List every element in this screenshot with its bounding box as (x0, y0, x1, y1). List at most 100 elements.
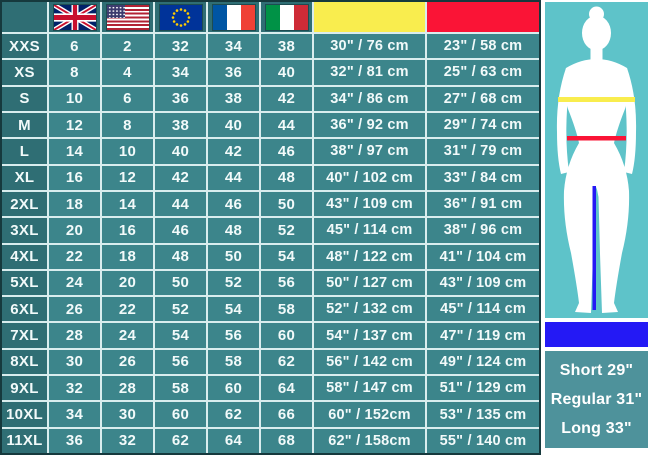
eu-size-cell: 52 (155, 297, 206, 322)
uk-size-cell: 16 (49, 165, 100, 190)
us-size-cell: 22 (102, 297, 153, 322)
us-size-cell: 4 (102, 60, 153, 85)
us-size-cell: 18 (102, 244, 153, 269)
chest-measurement-cell: 32" / 81 cm (314, 60, 425, 85)
chest-measurement-cell: 36" / 92 cm (314, 112, 425, 138)
column-header-us (102, 2, 153, 32)
size-label-cell: 6XL (2, 297, 47, 322)
chest-measurement-cell: 43" / 109 cm (314, 191, 425, 217)
chest-measurement-cell: 54" / 137 cm (314, 323, 425, 348)
chest-measurement-cell: 34" / 86 cm (314, 86, 425, 111)
eu-size-cell: 60 (155, 402, 206, 427)
us-size-cell: 28 (102, 376, 153, 401)
eu-size-cell: 50 (155, 270, 206, 296)
size-label-cell: L (2, 139, 47, 164)
waist-measurement-cell: 25" / 63 cm (427, 60, 539, 85)
uk-size-cell: 12 (49, 112, 100, 138)
italy-size-cell: 64 (261, 376, 312, 401)
france-size-cell: 48 (208, 218, 259, 243)
italy-size-cell: 44 (261, 112, 312, 138)
inseam-color-band (545, 322, 648, 347)
waist-measurement-cell: 36" / 91 cm (427, 191, 539, 217)
uk-size-cell: 24 (49, 270, 100, 296)
france-size-cell: 58 (208, 349, 259, 375)
france-size-cell: 34 (208, 34, 259, 59)
leg-length-regular: Regular 31" (550, 391, 643, 408)
size-label-cell: 8XL (2, 349, 47, 375)
us-size-cell: 32 (102, 428, 153, 453)
us-size-cell: 2 (102, 34, 153, 59)
france-size-cell: 56 (208, 323, 259, 348)
waist-measurement-cell: 33" / 84 cm (427, 165, 539, 190)
italy-size-cell: 56 (261, 270, 312, 296)
corner-cell (2, 2, 47, 32)
column-header-france (208, 2, 259, 32)
eu-size-cell: 32 (155, 34, 206, 59)
waist-measurement-cell: 31" / 79 cm (427, 139, 539, 164)
us-size-cell: 16 (102, 218, 153, 243)
size-label-cell: 3XL (2, 218, 47, 243)
uk-size-cell: 26 (49, 297, 100, 322)
france-size-cell: 62 (208, 402, 259, 427)
italy-size-cell: 68 (261, 428, 312, 453)
chest-measurement-cell: 50" / 127 cm (314, 270, 425, 296)
italy-size-cell: 66 (261, 402, 312, 427)
uk-size-cell: 34 (49, 402, 100, 427)
waist-measurement-cell: 43" / 109 cm (427, 270, 539, 296)
waist-measurement-cell: 47" / 119 cm (427, 323, 539, 348)
eu-size-cell: 48 (155, 244, 206, 269)
france-size-cell: 36 (208, 60, 259, 85)
size-label-cell: 5XL (2, 270, 47, 296)
eu-size-cell: 62 (155, 428, 206, 453)
italy-flag-icon (265, 4, 308, 30)
france-size-cell: 38 (208, 86, 259, 111)
uk-size-cell: 8 (49, 60, 100, 85)
france-size-cell: 60 (208, 376, 259, 401)
eu-size-cell: 58 (155, 376, 206, 401)
france-size-cell: 46 (208, 191, 259, 217)
size-label-cell: S (2, 86, 47, 111)
uk-size-cell: 36 (49, 428, 100, 453)
france-size-cell: 64 (208, 428, 259, 453)
us-size-cell: 20 (102, 270, 153, 296)
uk-size-cell: 20 (49, 218, 100, 243)
italy-size-cell: 48 (261, 165, 312, 190)
us-size-cell: 26 (102, 349, 153, 375)
size-label-cell: 7XL (2, 323, 47, 348)
eu-flag-icon (159, 4, 202, 30)
uk-size-cell: 18 (49, 191, 100, 217)
uk-size-cell: 14 (49, 139, 100, 164)
eu-size-cell: 40 (155, 139, 206, 164)
chest-measurement-cell: 60" / 152cm (314, 402, 425, 427)
us-size-cell: 10 (102, 139, 153, 164)
chest-measurement-cell: 30" / 76 cm (314, 34, 425, 59)
size-label-cell: M (2, 112, 47, 138)
france-size-cell: 54 (208, 297, 259, 322)
italy-size-cell: 52 (261, 218, 312, 243)
us-size-cell: 24 (102, 323, 153, 348)
waist-measurement-cell: 55" / 140 cm (427, 428, 539, 453)
eu-size-cell: 44 (155, 191, 206, 217)
waist-measurement-cell: 51" / 129 cm (427, 376, 539, 401)
france-size-cell: 52 (208, 270, 259, 296)
uk-size-cell: 10 (49, 86, 100, 111)
column-header-chest-swatch (314, 2, 425, 32)
italy-size-cell: 42 (261, 86, 312, 111)
chest-measurement-cell: 62" / 158cm (314, 428, 425, 453)
us-size-cell: 30 (102, 402, 153, 427)
italy-size-cell: 46 (261, 139, 312, 164)
uk-size-cell: 28 (49, 323, 100, 348)
chest-measurement-cell: 56" / 142 cm (314, 349, 425, 375)
size-label-cell: 2XL (2, 191, 47, 217)
waist-line (567, 136, 626, 141)
france-size-cell: 40 (208, 112, 259, 138)
size-label-cell: 9XL (2, 376, 47, 401)
uk-size-cell: 6 (49, 34, 100, 59)
france-flag-icon (212, 4, 255, 30)
inseam-line (592, 186, 596, 310)
leg-length-long: Long 33" (561, 420, 632, 437)
italy-size-cell: 38 (261, 34, 312, 59)
waist-measurement-cell: 41" / 104 cm (427, 244, 539, 269)
eu-size-cell: 42 (155, 165, 206, 190)
